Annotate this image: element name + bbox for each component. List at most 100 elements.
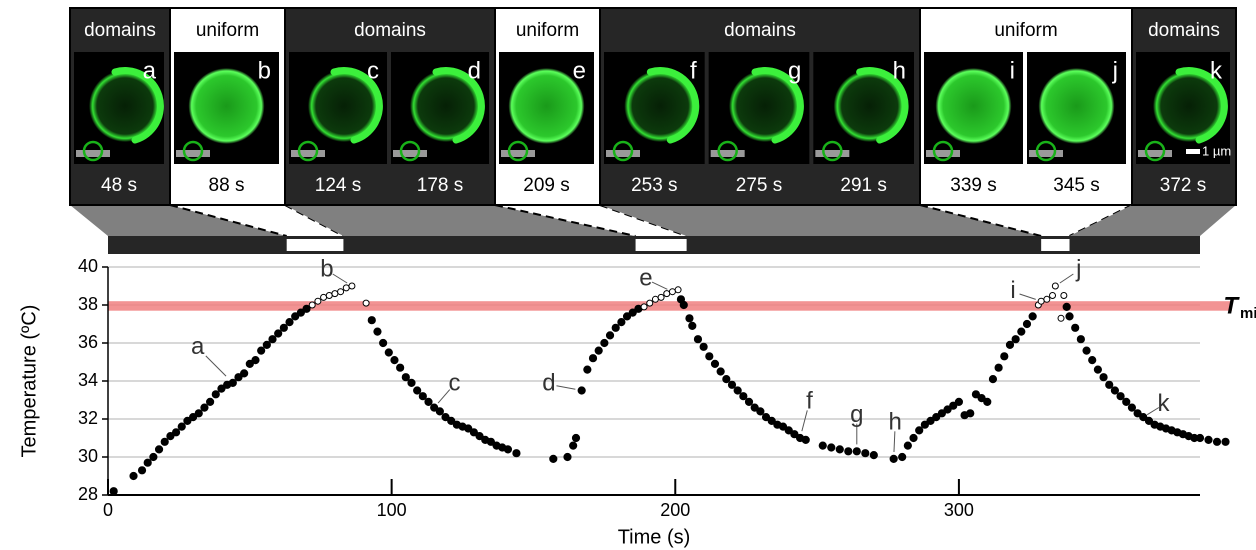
annotation: i [1010,277,1015,304]
frame-letter: g [788,57,801,84]
panel-header: uniform [994,20,1057,41]
filled-point [836,446,843,453]
frame-time: 124 s [315,175,361,196]
scale-bar-label: 1 µm [1202,143,1231,158]
filled-point [595,347,602,354]
filled-point [263,341,270,348]
scale-bar [176,150,210,157]
plot: 283032343638400100200300abcdefghijk [78,256,1232,520]
annotation-leader [1060,274,1074,283]
open-point [1050,293,1056,299]
filled-point [419,393,426,400]
x-tick-label: 200 [660,500,690,520]
open-point [669,289,675,295]
filled-point [689,322,696,329]
annotation-leader [556,386,575,390]
filled-point [201,404,208,411]
filled-point [1128,404,1135,411]
annotation: c [448,370,460,397]
filled-point [989,376,996,383]
y-tick-label: 28 [78,484,98,504]
filled-point [757,408,764,415]
filled-point [436,408,443,415]
filled-point [1072,324,1079,331]
open-point [664,291,670,297]
open-point [658,294,664,300]
frame-time: 178 s [417,175,463,196]
filled-point [150,453,157,460]
filled-point [870,452,877,459]
filled-point [916,427,923,434]
open-point [338,289,344,295]
filled-point [1006,341,1013,348]
filled-point [368,317,375,324]
filled-point [711,360,718,367]
y-tick-label: 32 [78,408,98,428]
filled-point [845,448,852,455]
scale-bar [815,150,849,157]
uniform-interval [287,239,344,251]
annotation: j [1075,256,1081,283]
filled-point [504,446,511,453]
filled-point [402,374,409,381]
filled-point [717,368,724,375]
frame-letter: f [690,57,697,84]
filled-point [819,442,826,449]
filled-point [550,455,557,462]
panel-header: uniform [516,20,579,41]
frame-letter: e [573,57,586,84]
filled-point [374,328,381,335]
filled-point [601,339,608,346]
filled-point [612,324,619,331]
filled-point [570,442,577,449]
scale-bar [1138,150,1172,157]
filled-point [723,376,730,383]
annotation: g [850,401,863,428]
panel-header: domains [354,20,426,41]
filled-point [155,446,162,453]
filled-point [680,301,687,308]
band-label-sub: mix [1240,305,1256,322]
filled-point [584,366,591,373]
filled-point [380,339,387,346]
frame-letter: h [893,57,906,84]
filled-point [1029,313,1036,320]
uniform-interval [636,239,687,251]
filled-point [1222,438,1229,445]
filled-point [618,319,625,326]
filled-point [397,364,404,371]
filled-point [385,349,392,356]
filled-point [862,450,869,457]
filled-point [564,453,571,460]
frame-letter: a [143,57,157,84]
scale-bar [291,150,325,157]
scale-bar [1029,150,1063,157]
filled-point [1100,374,1107,381]
scale-bar [926,150,960,157]
filled-point [513,450,520,457]
annotation-leader [1020,294,1036,299]
filled-point [425,398,432,405]
open-point [343,285,349,291]
vesicle [1039,68,1115,144]
annotation: d [542,370,555,397]
open-point [675,287,681,293]
filled-point [853,448,860,455]
scale-bar [76,150,110,157]
filled-point [280,324,287,331]
frame-time: 291 s [840,175,886,196]
open-point [321,294,327,300]
panel-header: domains [84,20,156,41]
filled-point [706,353,713,360]
scale-bar [711,150,745,157]
panel-header: domains [1148,20,1220,41]
scale-bar [606,150,640,157]
panel-header: uniform [196,20,259,41]
filled-point [1196,434,1203,441]
frame-time: 345 s [1053,175,1099,196]
filled-point [984,398,991,405]
filled-point [1106,381,1113,388]
filled-point [910,434,917,441]
x-tick-label: 0 [103,500,113,520]
filled-point [391,357,398,364]
